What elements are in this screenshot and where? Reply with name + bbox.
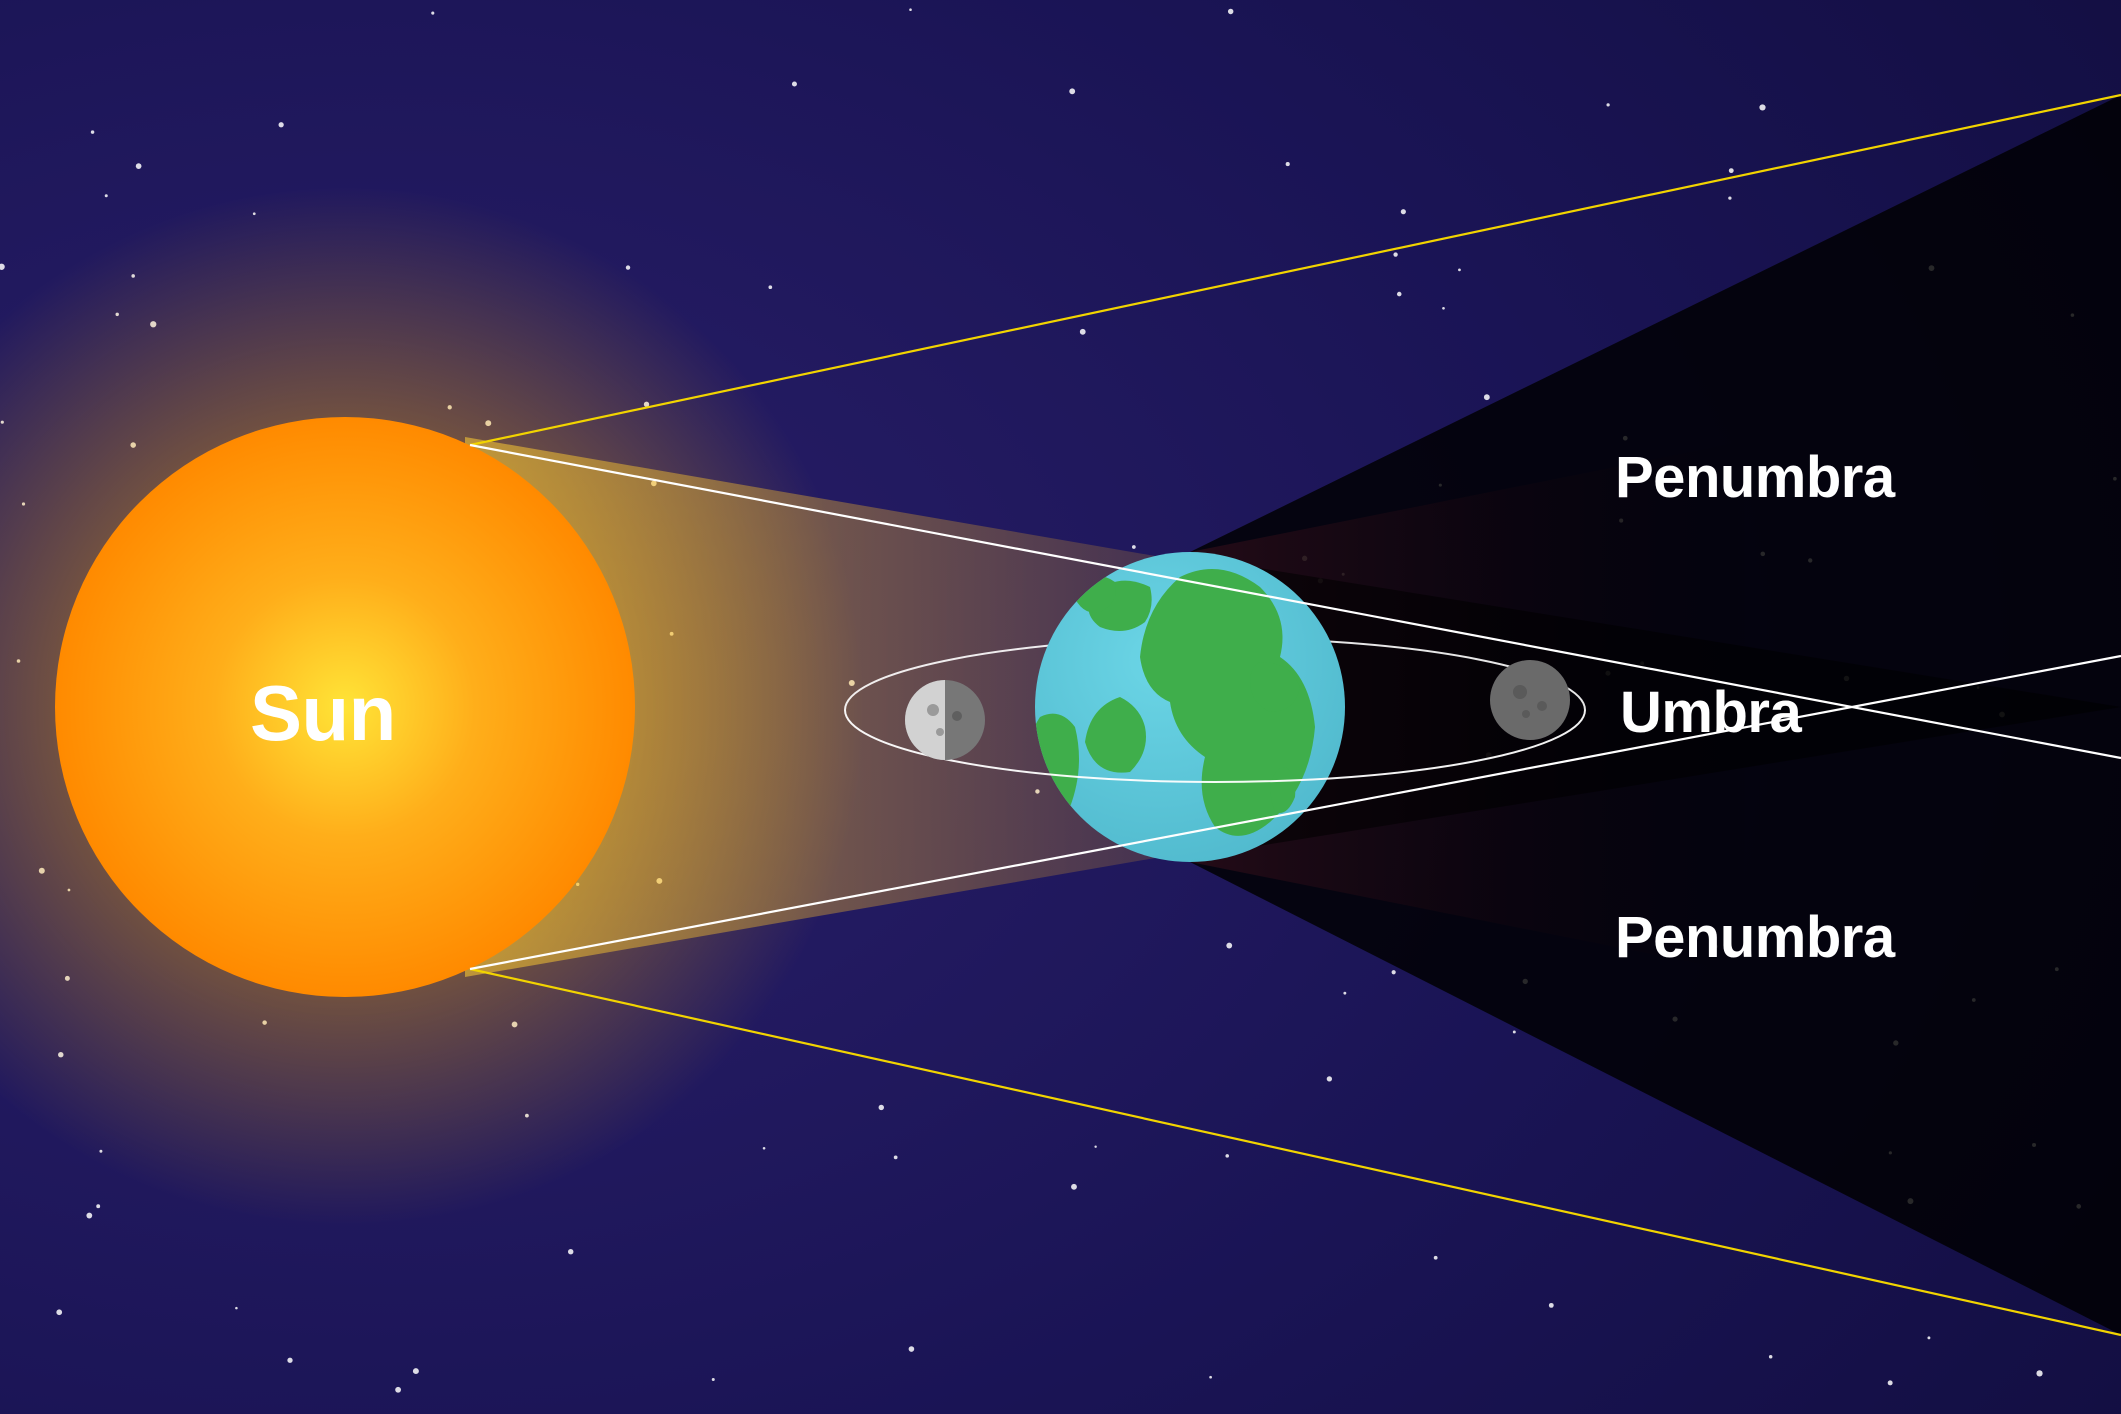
penumbra-bottom-label: Penumbra xyxy=(1615,904,1895,971)
umbra-label: Umbra xyxy=(1620,679,1801,746)
sun-label: Sun xyxy=(250,668,396,759)
penumbra-top-label: Penumbra xyxy=(1615,444,1895,511)
eclipse-diagram: Sun Penumbra Umbra Penumbra xyxy=(0,0,2121,1414)
